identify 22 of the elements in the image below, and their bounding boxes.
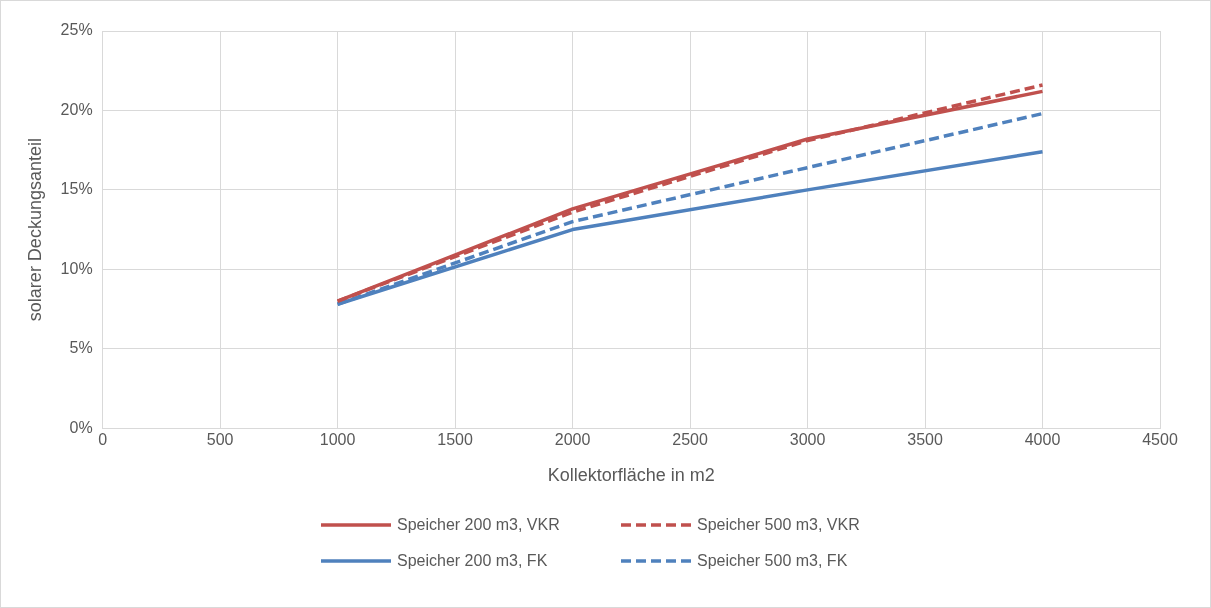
x-tick-label: 1500 xyxy=(437,431,473,449)
x-tick-label: 2500 xyxy=(672,431,708,449)
x-tick-label: 3000 xyxy=(789,431,826,449)
y-tick-label: 20% xyxy=(60,100,93,118)
y-axis-title: solarer Deckungsanteil xyxy=(24,138,45,322)
x-tick-label: 4500 xyxy=(1142,431,1178,449)
y-tick-label: 0% xyxy=(69,418,93,436)
x-tick-label: 1000 xyxy=(319,431,356,449)
y-tick-label: 5% xyxy=(69,339,93,357)
x-tick-label: 500 xyxy=(206,431,234,449)
x-tick-label: 0 xyxy=(98,431,108,449)
y-tick-label: 15% xyxy=(60,180,93,198)
x-axis-title: Kollektorfläche in m2 xyxy=(547,465,715,486)
legend-label: Speicher 200 m3, FK xyxy=(397,552,548,570)
legend-label: Speicher 500 m3, FK xyxy=(697,552,848,570)
y-tick-label: 25% xyxy=(60,21,93,39)
x-tick-label: 3500 xyxy=(907,431,943,449)
x-tick-label: 4000 xyxy=(1024,431,1061,449)
legend-label: Speicher 200 m3, VKR xyxy=(397,516,560,534)
x-tick-label: 2000 xyxy=(554,431,591,449)
y-tick-label: 10% xyxy=(60,259,93,277)
legend-label: Speicher 500 m3, VKR xyxy=(697,516,860,534)
